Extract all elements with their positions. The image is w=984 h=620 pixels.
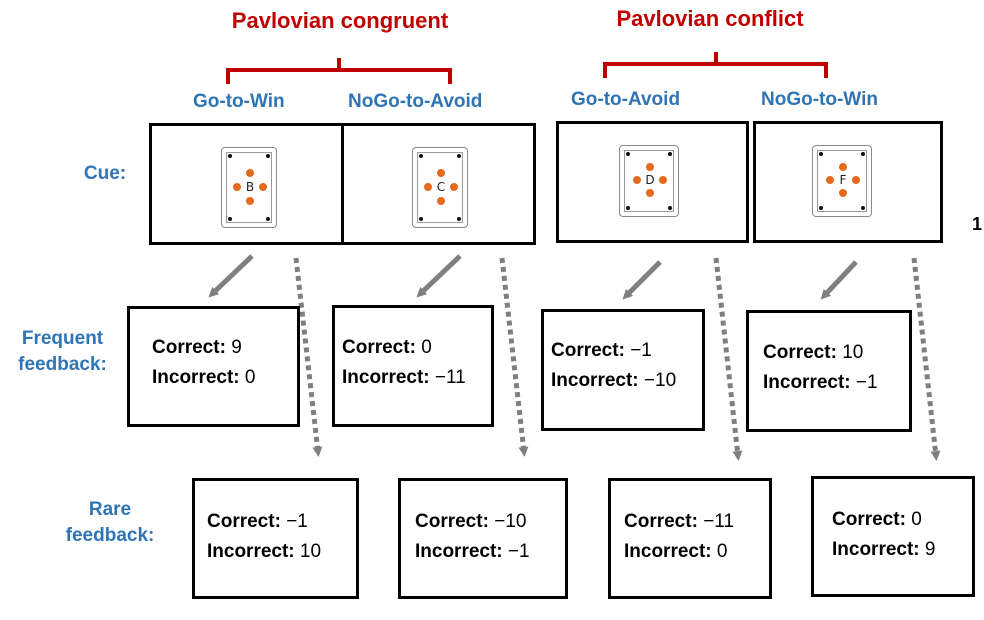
correct-label: Correct:	[763, 342, 837, 363]
incorrect-value: 0	[244, 367, 256, 388]
condition-title-go-to-avoid: Go-to-Avoid	[571, 89, 681, 110]
incorrect-label: Incorrect:	[832, 539, 920, 560]
card-letter: D	[645, 173, 655, 187]
orange-dot	[852, 176, 860, 184]
incorrect-label: Incorrect:	[763, 372, 851, 393]
frequent-arrow	[208, 254, 254, 298]
card-letter: B	[245, 180, 255, 194]
rare-feedback-go-to-avoid: Correct: −11 Incorrect: 0	[608, 478, 772, 599]
row-label-frequent-line1: Frequent	[21, 328, 104, 349]
cue-box-nogo-to-avoid: C	[341, 123, 536, 245]
orange-dot	[646, 189, 654, 197]
card-icon: F	[812, 145, 872, 217]
card-icon: D	[619, 145, 679, 217]
rare-feedback-go-to-win: Correct: −1 Incorrect: 10	[192, 478, 359, 599]
correct-value: −11	[703, 511, 735, 532]
rare-feedback-nogo-to-avoid: Correct: −10 Incorrect: −1	[398, 478, 568, 599]
row-label-frequent: Frequent feedback:	[0, 326, 125, 378]
correct-value: −1	[630, 340, 652, 361]
incorrect-value: −10	[643, 370, 677, 391]
card-icon: C	[412, 147, 468, 228]
frequent-feedback-go-to-win: Correct: 9 Incorrect: 0	[127, 306, 300, 427]
bracket-conflict	[603, 52, 828, 78]
cue-box-go-to-win: B	[149, 123, 344, 245]
correct-label: Correct:	[415, 511, 489, 532]
condition-title-nogo-to-avoid: NoGo-to-Avoid	[348, 91, 483, 112]
card-icon: B	[221, 147, 277, 228]
correct-label: Correct:	[551, 340, 625, 361]
orange-dot	[259, 183, 267, 191]
row-label-cue: Cue:	[83, 163, 127, 184]
row-label-frequent-line2: feedback:	[18, 354, 107, 375]
orange-dot	[646, 163, 654, 171]
correct-label: Correct:	[624, 511, 698, 532]
rare-feedback-nogo-to-win: Correct: 0 Incorrect: 9	[811, 476, 975, 597]
rare-arrow	[911, 257, 941, 461]
card-inner-frame	[817, 150, 867, 212]
row-label-rare: Rare feedback:	[55, 497, 165, 549]
frequent-arrow	[820, 260, 858, 300]
orange-dot	[839, 163, 847, 171]
orange-dot	[659, 176, 667, 184]
orange-dot	[437, 169, 445, 177]
frequent-feedback-nogo-to-win: Correct: 10 Incorrect: −1	[746, 310, 912, 432]
orange-dot	[233, 183, 241, 191]
rare-arrow	[713, 257, 743, 461]
orange-dot	[450, 183, 458, 191]
condition-title-nogo-to-win: NoGo-to-Win	[761, 89, 878, 110]
frequent-feedback-go-to-avoid: Correct: −1 Incorrect: −10	[541, 309, 705, 431]
incorrect-label: Incorrect:	[152, 367, 240, 388]
correct-label: Correct:	[342, 337, 416, 358]
group-title-congruent: Pavlovian congruent	[231, 8, 449, 33]
rare-arrow	[293, 257, 323, 457]
orange-dot	[826, 176, 834, 184]
incorrect-label: Incorrect:	[207, 541, 295, 562]
incorrect-value: −1	[507, 541, 530, 562]
frequent-feedback-nogo-to-avoid: Correct: 0 Incorrect: −11	[332, 305, 494, 427]
card-letter: F	[839, 173, 847, 187]
correct-value: −10	[494, 511, 527, 532]
correct-value: 0	[421, 337, 432, 358]
incorrect-label: Incorrect:	[624, 541, 712, 562]
group-title-conflict: Pavlovian conflict	[616, 6, 804, 31]
cue-box-go-to-avoid: D	[556, 121, 749, 243]
orange-dot	[246, 169, 254, 177]
orange-dot	[633, 176, 641, 184]
orange-dot	[839, 189, 847, 197]
edge-glyph: 1	[972, 214, 983, 234]
orange-dot	[246, 197, 254, 205]
orange-dot	[424, 183, 432, 191]
orange-dot	[437, 197, 445, 205]
frequent-arrow	[416, 254, 462, 298]
frequent-arrow	[622, 260, 662, 300]
correct-label: Correct:	[832, 509, 906, 530]
incorrect-value: 0	[716, 541, 728, 562]
row-label-rare-line2: feedback:	[65, 525, 155, 546]
card-inner-frame	[226, 152, 272, 223]
incorrect-label: Incorrect:	[415, 541, 503, 562]
row-label-rare-line1: Rare	[88, 499, 132, 520]
incorrect-value: −1	[855, 372, 878, 393]
card-letter: C	[436, 180, 446, 194]
bracket-congruent	[226, 58, 452, 84]
incorrect-label: Incorrect:	[551, 370, 639, 391]
incorrect-label: Incorrect:	[342, 367, 430, 388]
correct-value: −1	[286, 511, 308, 532]
correct-value: 9	[231, 337, 242, 358]
rare-arrow	[499, 257, 529, 457]
condition-title-go-to-win: Go-to-Win	[193, 91, 285, 112]
card-inner-frame	[417, 152, 463, 223]
cue-box-nogo-to-win: F	[753, 121, 943, 243]
correct-value: 0	[911, 509, 922, 530]
incorrect-value: −11	[434, 367, 466, 388]
correct-label: Correct:	[207, 511, 281, 532]
card-inner-frame	[624, 150, 674, 212]
correct-value: 10	[842, 342, 864, 363]
correct-label: Correct:	[152, 337, 226, 358]
incorrect-value: 9	[924, 539, 936, 560]
incorrect-value: 10	[299, 541, 322, 562]
